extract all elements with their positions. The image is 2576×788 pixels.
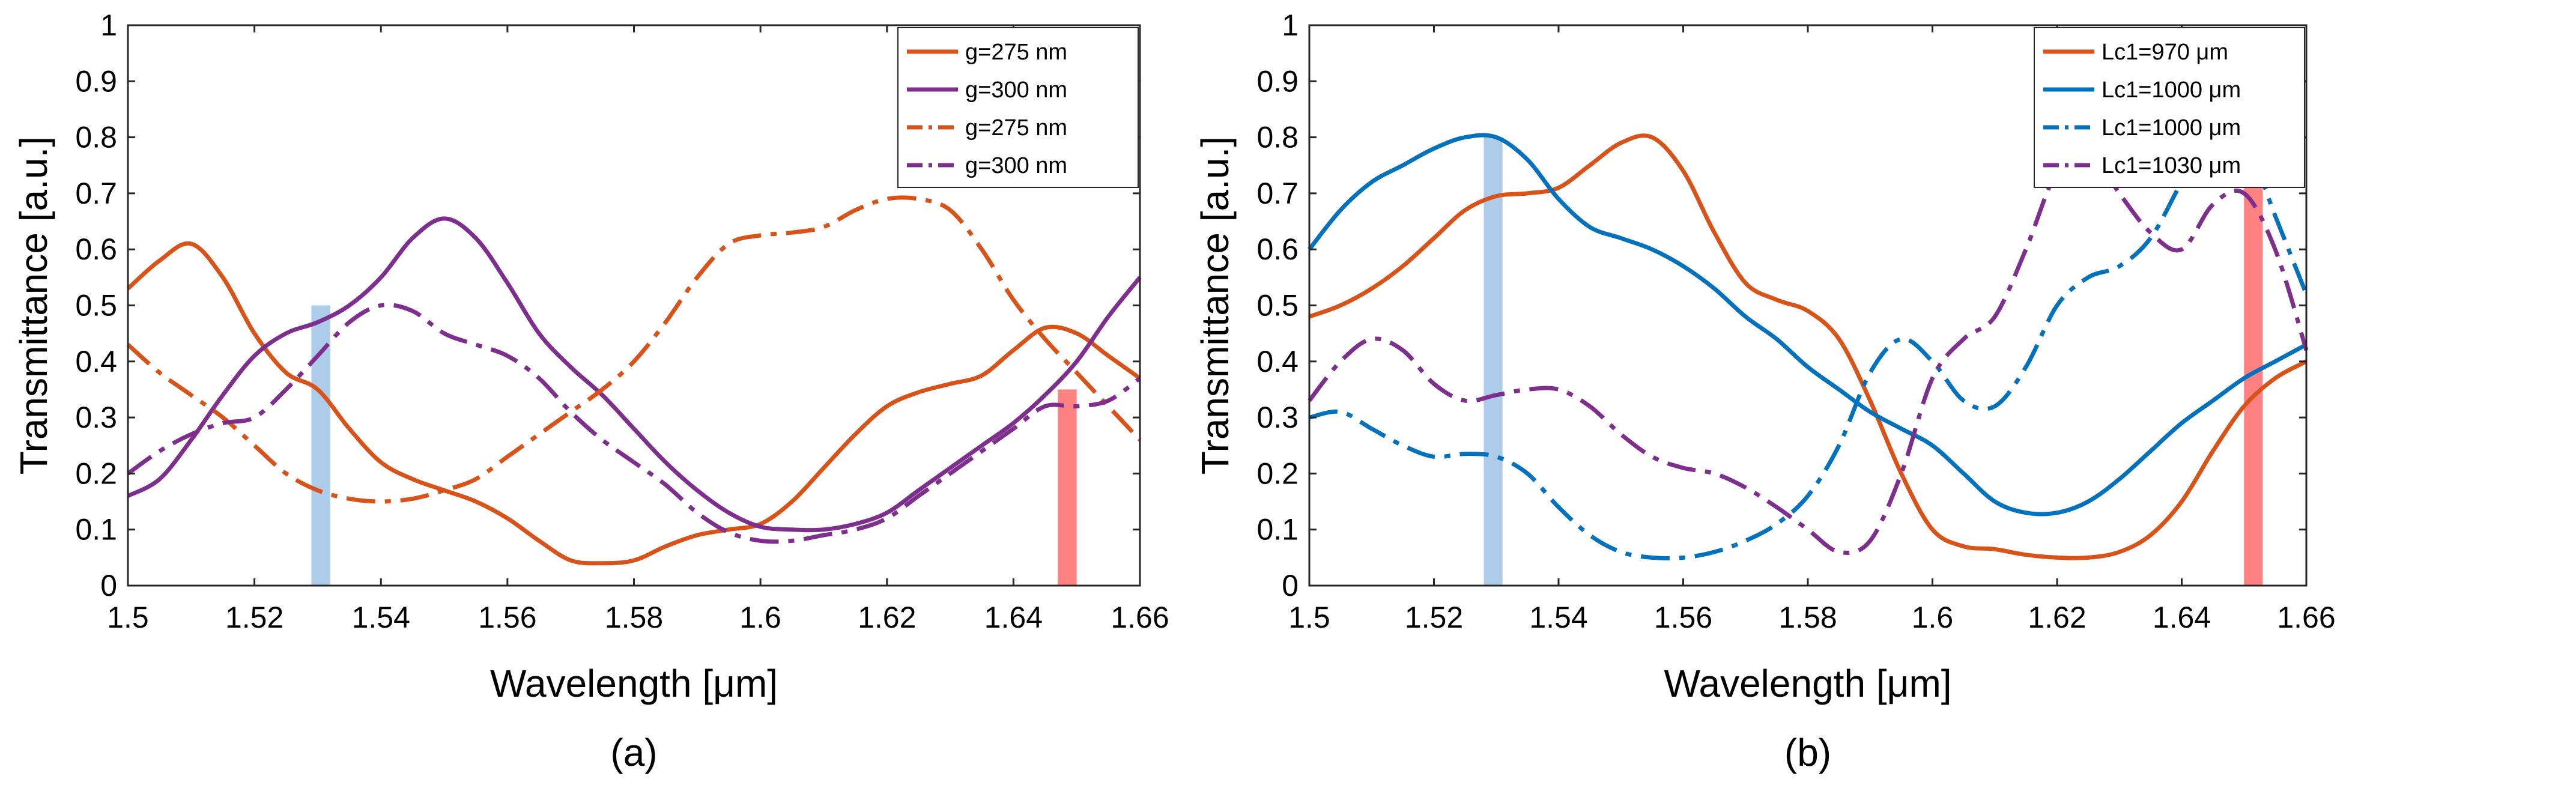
legend-label: Lc1=970 μm <box>2102 40 2228 65</box>
x-tick-label: 1.56 <box>1654 601 1712 634</box>
x-tick-label: 1.58 <box>605 601 663 634</box>
y-tick-label: 0.3 <box>75 401 117 434</box>
x-tick-label: 1.52 <box>1405 601 1463 634</box>
legend-label: Lc1=1000 μm <box>2102 115 2241 141</box>
y-tick-label: 0.7 <box>75 177 117 210</box>
legend-label: g=275 nm <box>965 115 1067 141</box>
series-line <box>126 241 1142 566</box>
x-tick-label: 1.6 <box>1912 601 1954 634</box>
y-tick-label: 0 <box>100 569 117 602</box>
y-tick-label: 0.5 <box>1256 289 1299 323</box>
y-tick-label: 1 <box>1282 8 1299 42</box>
series-line <box>1309 124 2309 561</box>
y-tick-label: 0.2 <box>75 456 117 490</box>
y-tick-label: 0.3 <box>1256 401 1299 434</box>
y-tick-label: 0.6 <box>75 232 117 266</box>
panel-caption: (b) <box>1784 731 1831 774</box>
y-tick-label: 0.4 <box>75 345 117 378</box>
y-tick-label: 0 <box>1282 569 1299 602</box>
legend: g=275 nm g=300 nm g=275 nm g=300 nm <box>897 27 1139 188</box>
y-tick-label: 1 <box>100 8 117 42</box>
x-tick-label: 1.56 <box>478 601 536 634</box>
series-line <box>1308 133 2308 560</box>
y-tick-label: 0.1 <box>1256 513 1299 547</box>
series-line <box>127 216 1142 533</box>
y-tick-label: 0.1 <box>75 513 117 547</box>
x-tick-label: 1.66 <box>1111 601 1169 634</box>
series-line <box>126 303 1142 544</box>
series-line <box>1308 133 2308 517</box>
x-tick-label: 1.6 <box>739 601 781 634</box>
x-tick-label: 1.66 <box>2277 601 2335 634</box>
legend-label: g=275 nm <box>965 40 1067 65</box>
x-tick-label: 1.62 <box>858 601 916 634</box>
x-tick-label: 1.64 <box>984 601 1043 634</box>
y-tick-label: 0.6 <box>1256 232 1299 266</box>
chart-panel-b: 1.5 1.52 1.54 1.56 1.58 1.6 1.62 1.64 1.66 0 0.1 0.… <box>1193 8 2336 774</box>
highlight-band <box>2244 132 2263 586</box>
legend-label: g=300 nm <box>965 153 1067 178</box>
y-tick-label: 0.2 <box>1256 456 1299 490</box>
x-tick-label: 1.52 <box>225 601 283 634</box>
x-axis-label: Wavelength [μm] <box>490 662 778 705</box>
x-axis-label: Wavelength [μm] <box>1664 662 1951 705</box>
x-tick-label: 1.58 <box>1778 601 1837 634</box>
y-tick-label: 0.8 <box>75 121 117 154</box>
y-tick-label: 0.7 <box>1256 177 1299 210</box>
y-tick-label: 0.8 <box>1256 121 1299 154</box>
x-tick-label: 1.64 <box>2153 601 2211 634</box>
panel-caption: (a) <box>610 731 657 774</box>
y-tick-label: 0.9 <box>1256 64 1299 98</box>
legend: Lc1=970 μm Lc1=1000 μm Lc1=1000 μm Lc1=1030… <box>2034 27 2305 188</box>
x-tick-label: 1.62 <box>2028 601 2086 634</box>
y-tick-label: 0.9 <box>75 64 117 98</box>
highlight-band <box>1483 137 1503 586</box>
legend-box <box>897 27 1139 188</box>
legend-label: Lc1=1000 μm <box>2102 77 2241 103</box>
highlight-band <box>1058 389 1077 586</box>
y-tick-label: 0.4 <box>1256 345 1299 378</box>
y-tick-label: 0.5 <box>75 289 117 323</box>
legend-box <box>2034 27 2305 188</box>
y-axis-label: Transmittance [a.u.] <box>1193 136 1237 474</box>
x-tick-label: 1.5 <box>107 601 149 634</box>
x-tick-label: 1.5 <box>1288 601 1330 634</box>
series-line <box>126 195 1142 504</box>
legend-label: Lc1=1030 μm <box>2102 153 2241 178</box>
series-line <box>1308 145 2309 555</box>
y-axis-label: Transmittance [a.u.] <box>12 136 55 474</box>
x-tick-label: 1.54 <box>1529 601 1587 634</box>
x-tick-label: 1.54 <box>352 601 410 634</box>
chart-panel-a: 1.5 1.52 1.54 1.56 1.58 1.6 1.62 1.64 1.66 0 0.1 0.… <box>12 8 1169 774</box>
legend-label: g=300 nm <box>965 77 1067 103</box>
